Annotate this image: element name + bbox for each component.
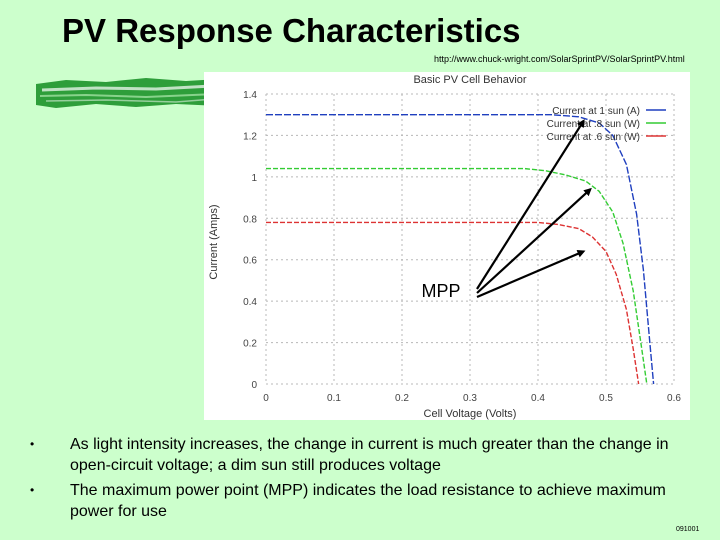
x-tick-label: 0.2 [395,393,409,404]
bullet-dot-icon: • [30,483,35,497]
x-tick-label: 0.5 [599,393,613,404]
x-tick-label: 0 [263,393,269,404]
bullet-list: • As light intensity increases, the chan… [30,434,690,526]
chart-panel: Basic PV Cell Behavior 0 0.1 0.2 0.3 0.4 0.5 0… [204,72,690,420]
y-tick-label: 0.8 [243,214,257,225]
y-tick-label: 0 [251,380,257,391]
x-tick-label: 0.1 [327,393,341,404]
mpp-arrow [476,250,586,299]
iv-curve-chart: Basic PV Cell Behavior 0 0.1 0.2 0.3 0.4 0.5 0… [208,74,681,420]
bullet-dot-icon: • [30,437,35,451]
bullet-text: The maximum power point (MPP) indicates … [70,482,666,520]
source-url-link[interactable]: http://www.chuck-wright.com/SolarSprintP… [434,54,685,64]
chart-title: Basic PV Cell Behavior [413,74,526,86]
mpp-arrow [476,187,592,294]
x-axis-label: Cell Voltage (Volts) [424,408,517,420]
series-line-2 [266,221,640,385]
slide-title: PV Response Characteristics [62,12,521,49]
y-axis-label: Current (Amps) [208,204,220,279]
y-tick-label: 1 [251,173,257,184]
bullet-text: As light intensity increases, the change… [70,436,669,474]
slide-number: 091001 [676,526,700,533]
y-tick-label: 1.2 [243,131,257,142]
legend-label: Current at .8 sun (W) [547,119,640,130]
series-line-0 [266,114,655,385]
x-tick-label: 0.4 [531,393,545,404]
y-tick-label: 0.2 [243,339,257,350]
green-brush-decoration [36,78,220,108]
x-tick-label: 0.3 [463,393,477,404]
y-tick-label: 1.4 [243,90,257,101]
mpp-annotation-label: MPP [421,281,460,301]
legend-label: Current at .6 sun (W) [547,132,640,143]
legend-label: Current at 1 sun (A) [552,106,640,117]
bullet-item: • The maximum power point (MPP) indicate… [30,480,690,522]
y-tick-label: 0.4 [243,297,257,308]
bullet-item: • As light intensity increases, the chan… [30,434,690,476]
mpp-arrow [476,119,585,290]
x-tick-label: 0.6 [667,393,681,404]
series-line-1 [266,167,648,385]
y-tick-label: 0.6 [243,256,257,267]
